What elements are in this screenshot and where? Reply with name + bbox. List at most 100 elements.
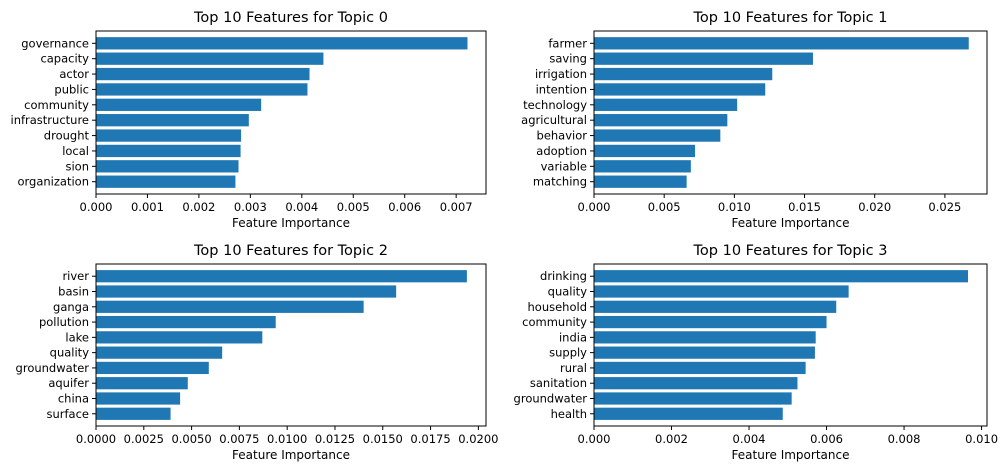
x-axis-label: Feature Importance — [732, 216, 850, 230]
y-tick-label: local — [62, 144, 89, 158]
bar — [96, 285, 397, 298]
x-tick-label: 0.0200 — [458, 432, 498, 446]
x-tick-label: 0.002 — [182, 200, 215, 214]
bar — [96, 331, 263, 344]
y-tick-label: infrastructure — [11, 113, 90, 127]
bar — [594, 300, 837, 313]
plot-frame — [95, 263, 487, 427]
y-tick-label: supply — [549, 346, 587, 360]
x-tick-label: 0.015 — [788, 200, 821, 214]
y-tick-label: river — [62, 269, 89, 283]
y-tick-label: aquifer — [48, 376, 89, 390]
bar — [594, 331, 816, 344]
x-tick-label: 0.000 — [80, 200, 113, 214]
bar — [594, 361, 806, 375]
bar — [594, 160, 691, 173]
y-tick-label: public — [54, 82, 89, 96]
bar — [96, 114, 249, 127]
x-tick-label: 0.025 — [928, 200, 961, 214]
bar — [594, 114, 728, 127]
bar — [96, 392, 181, 405]
x-tick-label: 0.004 — [285, 200, 318, 214]
y-tick-label: ganga — [53, 300, 89, 314]
x-tick-label: 0.0125 — [315, 432, 355, 446]
x-tick-label: 0.010 — [718, 200, 751, 214]
bar — [594, 270, 969, 283]
y-tick-label: adoption — [536, 144, 587, 158]
x-tick-label: 0.000 — [578, 432, 611, 446]
chart-title: Top 10 Features for Topic 0 — [193, 10, 388, 26]
y-tick-label: community — [522, 315, 587, 329]
chart-title: Top 10 Features for Topic 2 — [193, 243, 388, 259]
bar — [594, 377, 798, 390]
bar — [96, 83, 308, 96]
x-tick-label: 0.020 — [858, 200, 891, 214]
y-tick-label: saving — [549, 52, 587, 66]
bar — [594, 37, 969, 50]
y-tick-label: health — [551, 407, 587, 421]
x-tick-label: 0.0150 — [363, 432, 403, 446]
y-tick-label: agricultural — [521, 113, 587, 127]
x-tick-label: 0.0025 — [124, 432, 164, 446]
bar — [96, 315, 276, 329]
x-axis-label: Feature Importance — [232, 448, 350, 462]
bar — [594, 346, 815, 359]
x-tick-label: 0.005 — [337, 200, 370, 214]
plot-frame — [593, 30, 988, 195]
bar — [594, 52, 813, 65]
plot-frame — [593, 263, 988, 427]
y-tick-label: sion — [65, 159, 89, 173]
y-tick-label: drinking — [540, 269, 587, 283]
y-tick-label: actor — [59, 67, 89, 81]
x-tick-label: 0.006 — [810, 432, 843, 446]
bar — [96, 144, 241, 158]
bar — [96, 175, 236, 188]
bar — [594, 392, 792, 405]
x-tick-label: 0.0100 — [267, 432, 307, 446]
x-tick-label: 0.0175 — [410, 432, 450, 446]
x-tick-label: 0.005 — [648, 200, 681, 214]
y-tick-label: community — [24, 98, 89, 112]
y-tick-label: governance — [21, 36, 89, 50]
y-tick-label: china — [58, 391, 89, 405]
x-tick-label: 0.0075 — [219, 432, 259, 446]
x-axis-label: Feature Importance — [232, 216, 350, 230]
bar — [96, 67, 310, 81]
bar — [96, 129, 242, 142]
bar — [594, 98, 738, 111]
bar — [594, 83, 766, 96]
x-tick-label: 0.000 — [578, 200, 611, 214]
y-tick-label: matching — [533, 175, 587, 189]
bar — [96, 160, 239, 173]
x-tick-label: 0.010 — [965, 432, 998, 446]
bar — [594, 175, 687, 188]
y-tick-label: farmer — [548, 36, 587, 50]
x-tick-label: 0.002 — [655, 432, 688, 446]
y-tick-label: irrigation — [535, 67, 587, 81]
y-tick-label: groundwater — [16, 361, 90, 375]
y-tick-label: organization — [17, 175, 89, 189]
x-axis-label: Feature Importance — [732, 448, 850, 462]
x-tick-label: 0.003 — [234, 200, 267, 214]
y-tick-label: variable — [541, 159, 587, 173]
y-tick-label: intention — [536, 82, 587, 96]
bar — [96, 98, 262, 111]
x-tick-label: 0.001 — [131, 200, 164, 214]
bar — [96, 346, 223, 359]
y-tick-label: quality — [50, 346, 90, 360]
x-tick-label: 0.008 — [888, 432, 921, 446]
bar — [594, 407, 783, 420]
y-tick-label: basin — [58, 285, 89, 299]
bar — [96, 52, 324, 65]
bar — [96, 300, 364, 313]
y-tick-label: household — [528, 300, 588, 314]
y-tick-label: india — [559, 330, 587, 344]
bar — [96, 361, 209, 375]
bar — [594, 129, 721, 142]
y-tick-label: surface — [46, 407, 89, 421]
y-tick-label: capacity — [40, 52, 89, 66]
bar — [96, 270, 467, 283]
x-tick-label: 0.006 — [388, 200, 421, 214]
